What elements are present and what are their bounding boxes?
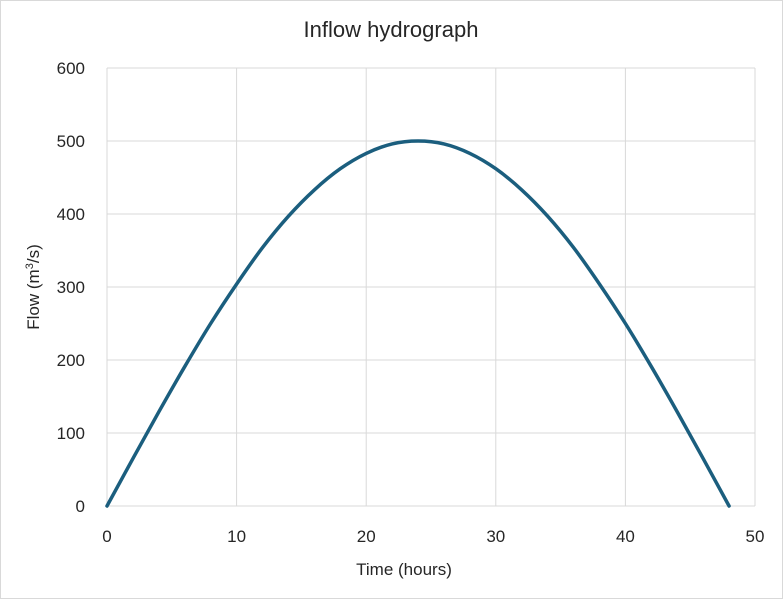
y-tick-label: 500 — [57, 132, 85, 151]
x-tick-label: 40 — [616, 527, 635, 546]
y-tick-label: 100 — [57, 424, 85, 443]
y-axis-title-tail: /s) — [24, 244, 43, 263]
y-tick-label: 300 — [57, 278, 85, 297]
x-axis-title: Time (hours) — [356, 560, 452, 579]
series-line — [105, 139, 731, 508]
series-layer — [105, 139, 731, 508]
gridlines — [106, 67, 756, 507]
x-tick-label: 10 — [227, 527, 246, 546]
x-tick-label: 50 — [746, 527, 765, 546]
x-tick-label: 0 — [102, 527, 111, 546]
y-tick-label: 200 — [57, 351, 85, 370]
y-axis-title: Flow (m3/s) — [24, 244, 43, 329]
y-tick-label: 400 — [57, 205, 85, 224]
y-tick-label: 600 — [57, 59, 85, 78]
y-axis-title-base: Flow (m — [24, 269, 43, 329]
x-tick-label: 30 — [486, 527, 505, 546]
y-tick-label: 0 — [76, 497, 85, 516]
chart-title: Inflow hydrograph — [304, 17, 479, 42]
x-tick-label: 20 — [357, 527, 376, 546]
y-axis-title-superscript: 3 — [24, 263, 36, 269]
tick-labels: 0 100 200 300 400 500 600 0 10 20 30 40 50 — [57, 59, 765, 546]
